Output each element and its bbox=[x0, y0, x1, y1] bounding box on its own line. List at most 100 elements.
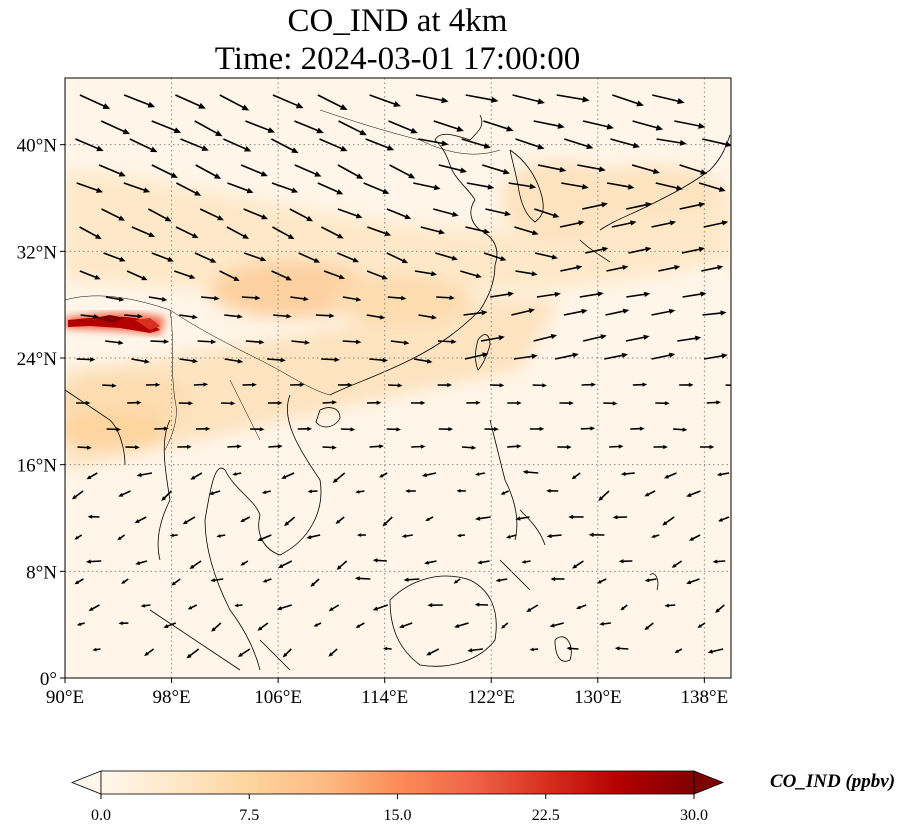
wind-arrow bbox=[219, 270, 240, 281]
wind-arrow bbox=[651, 308, 676, 316]
wind-arrow bbox=[271, 270, 292, 281]
wind-arrow bbox=[117, 534, 126, 541]
map-time-subtitle: Time: 2024-03-01 17:00:00 bbox=[214, 41, 581, 77]
wind-arrow bbox=[123, 182, 151, 193]
wind-arrow bbox=[490, 291, 515, 298]
wind-arrow bbox=[568, 514, 584, 520]
wind-arrow bbox=[366, 270, 388, 280]
wind-arrow bbox=[322, 400, 337, 405]
wind-arrow bbox=[211, 622, 222, 632]
wind-arrow bbox=[415, 94, 449, 104]
wind-arrow bbox=[386, 208, 412, 220]
wind-arrow bbox=[644, 578, 657, 583]
wind-arrow bbox=[241, 295, 261, 301]
wind-arrow bbox=[556, 94, 590, 103]
wind-arrow bbox=[463, 310, 488, 316]
wind-arrow bbox=[145, 382, 161, 387]
wind-arrow bbox=[421, 472, 437, 478]
wind-arrow bbox=[707, 648, 724, 654]
wind-arrow bbox=[560, 265, 583, 272]
wind-arrow bbox=[656, 138, 687, 146]
wind-arrow bbox=[620, 471, 635, 476]
wind-arrow bbox=[456, 533, 465, 538]
wind-arrow bbox=[272, 94, 304, 109]
colorbar-label: CO_IND (ppbv) bbox=[770, 771, 895, 792]
wind-arrow bbox=[174, 270, 196, 279]
wind-arrow bbox=[224, 358, 244, 364]
wind-arrow bbox=[437, 339, 457, 345]
wind-arrow bbox=[456, 489, 466, 493]
wind-arrow bbox=[715, 604, 725, 613]
wind-arrow bbox=[226, 226, 250, 239]
wind-arrow bbox=[313, 622, 322, 627]
wind-arrow bbox=[365, 138, 395, 151]
wind-arrow bbox=[328, 604, 340, 612]
x-tick-label: 98°E bbox=[152, 687, 190, 708]
wind-arrow bbox=[677, 335, 702, 342]
wind-arrow bbox=[475, 472, 486, 476]
wind-arrow bbox=[529, 647, 539, 652]
wind-arrow bbox=[298, 252, 321, 263]
wind-arrow bbox=[134, 516, 147, 524]
wind-arrow bbox=[208, 490, 221, 496]
y-axis-ticks: 0° 8°N 16°N 24°N 32°N 40°N bbox=[17, 136, 65, 690]
wind-arrow bbox=[151, 252, 174, 262]
wind-arrow bbox=[702, 138, 731, 148]
wind-arrow bbox=[131, 226, 155, 238]
wind-arrow bbox=[474, 602, 489, 607]
wind-arrow bbox=[688, 534, 701, 541]
wind-arrow bbox=[179, 314, 198, 320]
wind-arrow bbox=[323, 270, 346, 280]
wind-arrow bbox=[197, 339, 217, 345]
wind-arrow bbox=[175, 226, 199, 239]
wind-arrow bbox=[322, 445, 337, 450]
wind-arrow bbox=[566, 646, 579, 651]
wind-arrow bbox=[465, 226, 491, 234]
wind-arrow bbox=[125, 445, 140, 450]
wind-arrow bbox=[189, 560, 202, 570]
wind-arrow bbox=[267, 357, 286, 363]
wind-arrow bbox=[549, 622, 564, 628]
wind-arrow bbox=[437, 382, 453, 388]
wind-arrow bbox=[674, 648, 683, 653]
wind-arrow bbox=[151, 120, 182, 134]
wind-arrow bbox=[277, 560, 293, 568]
wind-arrow bbox=[662, 516, 675, 526]
wind-arrow bbox=[651, 352, 676, 360]
wind-arrow bbox=[369, 94, 401, 107]
wind-arrow bbox=[276, 604, 292, 611]
wind-arrow bbox=[190, 472, 203, 480]
wind-arrow bbox=[652, 94, 685, 105]
map-frame bbox=[64, 77, 732, 679]
wind-arrow bbox=[435, 252, 458, 261]
wind-arrow bbox=[223, 138, 252, 152]
wind-arrow bbox=[725, 384, 731, 387]
wind-arrow bbox=[620, 604, 628, 611]
wind-arrow bbox=[321, 357, 340, 362]
wind-arrow bbox=[718, 516, 730, 522]
wind-arrow bbox=[320, 226, 344, 239]
wind-arrow bbox=[563, 308, 588, 316]
wind-arrow bbox=[581, 382, 597, 387]
wind-arrow bbox=[436, 295, 455, 301]
wind-arrow bbox=[461, 138, 492, 149]
wind-arrow bbox=[355, 622, 365, 628]
wind-arrow bbox=[604, 352, 628, 360]
wind-arrow bbox=[681, 246, 705, 254]
wind-arrow bbox=[240, 164, 268, 177]
wind-arrow bbox=[177, 444, 192, 449]
wind-arrow bbox=[454, 622, 469, 628]
wind-arrow bbox=[674, 120, 706, 129]
x-tick-label: 138°E bbox=[681, 687, 729, 708]
wind-arrow bbox=[319, 138, 348, 152]
wind-arrow bbox=[315, 313, 335, 319]
wind-arrow bbox=[338, 382, 353, 388]
wind-arrow bbox=[433, 208, 459, 217]
wind-arrow bbox=[121, 578, 129, 584]
wind-arrow bbox=[356, 533, 366, 537]
wind-arrow bbox=[123, 94, 156, 108]
wind-arrow bbox=[262, 578, 272, 583]
x-tick-label: 90°E bbox=[46, 687, 84, 708]
wind-arrow bbox=[576, 604, 587, 610]
wind-arrow bbox=[250, 427, 265, 432]
